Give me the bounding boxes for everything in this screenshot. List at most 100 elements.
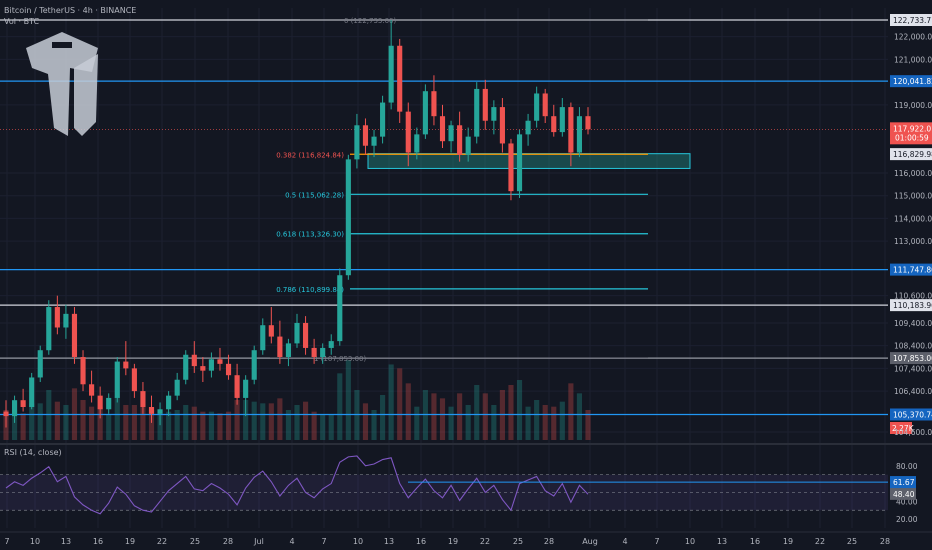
rsi-tick-label: 80.00	[896, 462, 918, 471]
level-label: 110,183.96	[893, 301, 932, 310]
candle-body	[542, 93, 548, 117]
volume-bar	[251, 401, 257, 440]
rsi-level-tag	[890, 476, 916, 489]
volume-label: Vol · BTC	[4, 17, 40, 26]
fib-label: 0 (122,733.00)	[344, 17, 396, 25]
candle-body	[166, 395, 172, 410]
x-tick-label: 10	[30, 537, 40, 546]
volume-bar	[585, 410, 591, 440]
level-label: 111,747.80	[893, 266, 932, 275]
volume-bar	[559, 401, 565, 440]
price-tick-label: 116,000.00	[894, 169, 932, 178]
candle-body	[362, 125, 369, 146]
volume-bar	[311, 411, 317, 440]
price-tick-label: 114,000.00	[894, 214, 932, 223]
candle-body	[208, 359, 214, 371]
current-price-tag	[890, 122, 932, 145]
candle-body	[131, 368, 137, 392]
candle-body	[388, 45, 394, 103]
fib-label: 0.618 (113,326.30)	[276, 231, 344, 239]
volume-bar	[474, 385, 480, 440]
candle-body	[328, 341, 334, 348]
volume-bar	[174, 410, 180, 440]
candle-body	[200, 366, 206, 371]
volume-bar	[328, 415, 334, 440]
candle-body	[448, 125, 454, 142]
candle-body	[20, 400, 26, 408]
volume-bar	[431, 393, 437, 440]
candle-body	[559, 107, 565, 133]
volume-bar	[285, 410, 292, 440]
price-tick-label: 106,400.00	[894, 387, 932, 396]
volume-bar	[516, 380, 523, 440]
candle-body	[457, 125, 463, 155]
volume-bar	[260, 403, 266, 440]
candle-body	[337, 275, 343, 342]
time-axis: 7 10 13 16 19 22 25 28 Jul 4 7 10 13 16 19 22 25 28 Aug 4 7 1…	[4, 537, 890, 546]
volume-bar	[234, 400, 240, 440]
level-label: 122,733.71	[893, 16, 932, 25]
price-tick-label: 113,000.00	[894, 237, 932, 246]
price-axis[interactable]: 122,000.00 121,000.00 119,000.00 116,000.00…	[894, 33, 932, 437]
x-tick-label: 16	[93, 537, 103, 546]
volume-bar	[508, 385, 514, 440]
volume-bar	[405, 383, 411, 440]
x-tick-label: 19	[125, 537, 135, 546]
rsi-label: RSI (14, close)	[4, 448, 62, 457]
x-tick-label: 22	[815, 537, 825, 546]
volume-bar	[568, 383, 574, 440]
level-tag	[890, 75, 932, 88]
volume-bar	[465, 405, 471, 440]
candle-body	[97, 395, 103, 410]
candle-body	[3, 411, 9, 417]
volume-bar	[277, 398, 283, 440]
candle-body	[260, 325, 266, 351]
candle-body	[268, 325, 274, 337]
price-tick-label: 119,000.00	[894, 101, 932, 110]
level-tag	[890, 408, 932, 421]
rsi-tick-label: 20.00	[896, 515, 918, 524]
rsi-tick-label: 40.00	[896, 497, 918, 506]
x-tick-label: 13	[717, 537, 727, 546]
current-price-label: 117,922.01	[893, 124, 932, 133]
candle-body	[474, 88, 480, 137]
price-tick-label: 104,600.00	[894, 428, 932, 437]
volume-bar	[362, 403, 369, 440]
support-zone	[367, 153, 691, 169]
x-tick-label: 7	[4, 537, 9, 546]
candle-body	[585, 116, 591, 130]
candle-body	[89, 384, 95, 396]
candle-body	[534, 93, 540, 121]
x-tick-label: 10	[685, 537, 695, 546]
candle-body	[568, 107, 574, 153]
candle-body	[320, 347, 326, 358]
candle-body	[482, 88, 488, 121]
volume-bar	[268, 403, 274, 440]
x-tick-label: 13	[384, 537, 394, 546]
grid	[0, 8, 888, 528]
candle-body	[491, 107, 497, 121]
volume-tag	[890, 422, 912, 434]
x-tick-label: 16	[750, 537, 760, 546]
candle-body	[380, 102, 386, 137]
price-tick-label: 121,000.00	[894, 55, 932, 64]
candle-body	[225, 363, 232, 376]
candle-body	[140, 391, 146, 408]
candle-body	[345, 159, 351, 276]
candle-body	[29, 377, 35, 408]
candle-body	[516, 134, 523, 192]
candle-body	[439, 116, 446, 142]
volume-bar	[320, 415, 326, 440]
candle-body	[174, 379, 180, 396]
volume-bar	[294, 405, 300, 440]
volume-bar	[337, 373, 343, 440]
volume-bar	[302, 401, 309, 440]
price-tick-label: 122,000.00	[894, 33, 932, 42]
volume-bar	[482, 393, 488, 440]
candle-body	[525, 120, 531, 135]
candle-body	[311, 347, 317, 358]
x-tick-label: 13	[61, 537, 71, 546]
candle-body	[11, 400, 18, 417]
x-tick-label: 4	[622, 537, 627, 546]
